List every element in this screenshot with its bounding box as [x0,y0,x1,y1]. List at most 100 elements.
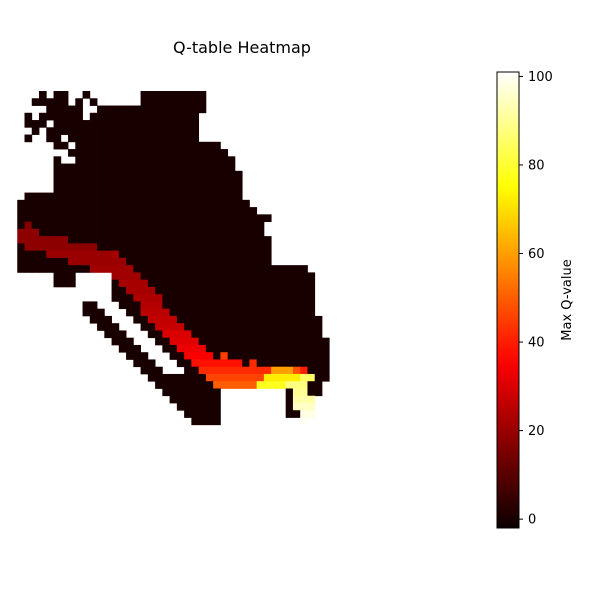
heatmap-cell [278,265,287,273]
heatmap-cell [126,127,134,135]
heatmap-cell [147,250,156,259]
heatmap-cell [140,250,149,259]
heatmap-cell [249,279,258,288]
heatmap-cell [162,156,170,164]
heatmap-cell [82,243,91,252]
heatmap-cell [133,149,141,157]
heatmap-cell [205,286,214,295]
heatmap-cell [126,178,134,186]
heatmap-cell [176,228,185,237]
heatmap-cell [140,141,149,150]
heatmap-cell [111,185,120,193]
heatmap-cell [191,359,200,368]
heatmap-cell [89,170,98,179]
heatmap-cell [75,141,83,150]
heatmap-cell [133,279,141,288]
heatmap-cell [184,199,192,208]
chart-title: Q-table Heatmap [173,38,311,57]
heatmap-cell [285,330,294,339]
heatmap-cell [155,381,163,389]
heatmap-cell [111,243,120,252]
heatmap-cell [89,112,98,121]
heatmap-cell [205,366,214,375]
heatmap-cell [234,373,243,382]
heatmap-cell [249,352,258,360]
heatmap-cell [184,236,192,244]
heatmap-cell [111,221,120,230]
heatmap-cell [263,315,272,324]
heatmap-cell [176,170,185,179]
heatmap-cell [249,337,258,346]
heatmap-cell [97,207,105,215]
heatmap-cell [191,98,200,106]
heatmap-cell [89,257,98,266]
heatmap-cell [205,163,214,172]
heatmap-cell [292,294,301,302]
heatmap-cell [82,265,91,273]
heatmap-cell [155,243,163,252]
heatmap-cell [104,330,112,339]
heatmap-cell [60,170,69,179]
heatmap-cell [118,337,127,346]
heatmap-cell [314,373,323,382]
heatmap-cell [220,308,229,317]
heatmap-cell [60,279,69,288]
heatmap-cell [184,286,192,295]
heatmap-cell [89,301,98,310]
heatmap-cell [111,199,120,208]
heatmap-cell [162,228,170,237]
heatmap-cell [169,395,178,404]
heatmap-cell [169,301,178,310]
heatmap-cell [162,105,170,114]
heatmap-cell [263,250,272,259]
heatmap-cell [162,250,170,259]
heatmap-cell [46,243,54,252]
heatmap-cell [169,192,178,201]
heatmap-cell [75,156,83,164]
heatmap-cell [82,134,91,143]
heatmap-cell [263,265,272,273]
heatmap-cell [292,352,301,360]
heatmap-cell [256,381,265,389]
heatmap-cell [220,214,229,222]
heatmap-cell [126,192,134,201]
heatmap-cell [126,308,134,317]
heatmap-cell [140,192,149,201]
heatmap-cell [249,265,258,273]
heatmap-cell [147,294,156,302]
heatmap-cell [155,192,163,201]
heatmap-cell [97,163,105,172]
heatmap-cell [75,250,83,259]
heatmap-cell [176,395,185,404]
heatmap-cell [155,315,163,324]
heatmap-cell [191,185,200,193]
heatmap-cell [133,221,141,230]
heatmap-cell [82,207,91,215]
heatmap-cell [249,323,258,331]
heatmap-cell [147,214,156,222]
heatmap-cell [31,127,40,135]
heatmap-cell [39,236,47,244]
heatmap-cell [17,199,25,208]
heatmap-cell [184,257,192,266]
heatmap-cell [97,214,105,222]
heatmap-cell [205,373,214,382]
heatmap-cell [169,373,178,382]
heatmap-cell [176,163,185,172]
heatmap-cell [24,207,33,215]
heatmap-cell [271,265,279,273]
heatmap-cell [184,112,192,121]
heatmap-cell [89,192,98,201]
heatmap-cell [24,257,33,266]
heatmap-cell [205,315,214,324]
heatmap-cell [198,91,207,99]
heatmap-cell [60,178,69,186]
heatmap-cell [162,373,170,382]
heatmap-cell [140,279,149,288]
heatmap-cell [234,308,243,317]
heatmap-cell [198,359,207,368]
heatmap-cell [184,373,192,382]
heatmap-cell [46,127,54,135]
heatmap-cell [162,323,170,331]
heatmap-cell [242,308,250,317]
